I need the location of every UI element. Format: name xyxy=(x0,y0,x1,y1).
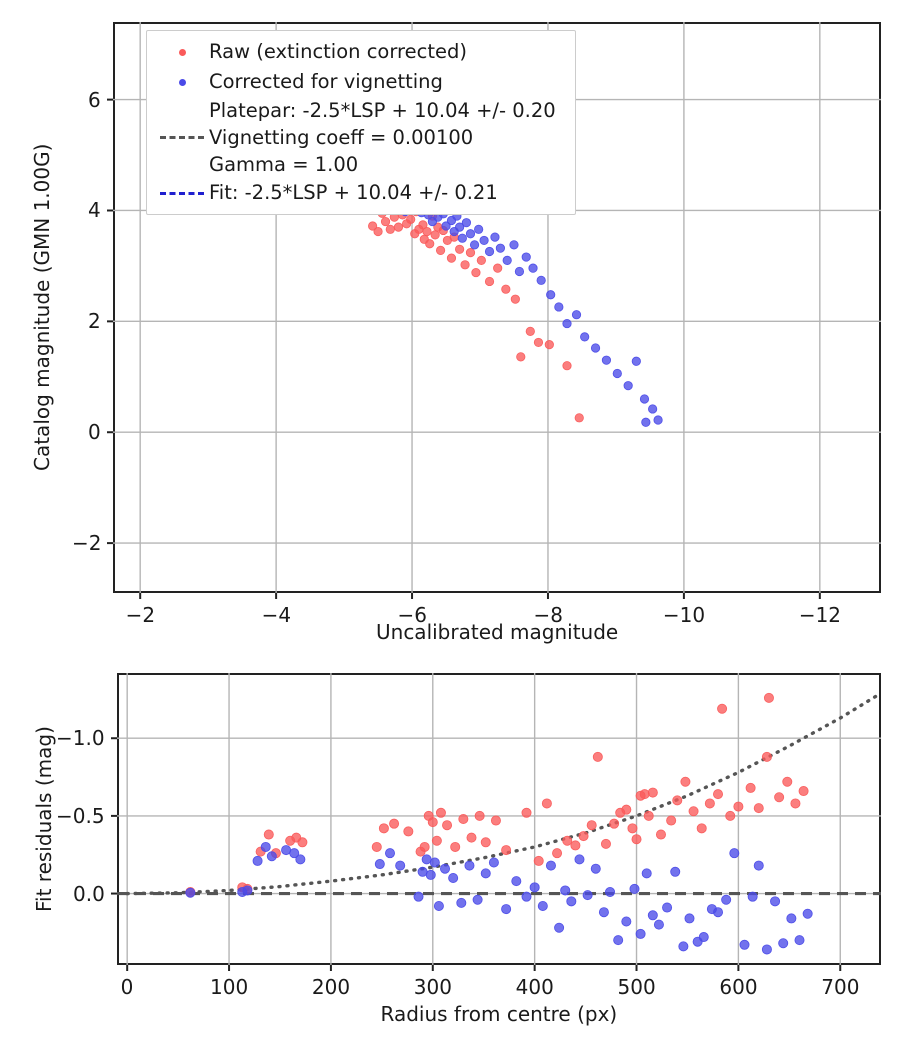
y-tick-label: 6 xyxy=(88,87,101,112)
y-tick-label: 0.0 xyxy=(73,881,105,906)
x-tick-label: 0 xyxy=(120,975,134,999)
x-tick-label: −6 xyxy=(397,603,428,627)
legend-entry-corrected: Corrected for vignetting xyxy=(155,67,565,97)
legend-dash-platepar-icon xyxy=(155,97,209,178)
x-tick-label: 400 xyxy=(515,975,554,999)
y-tick-label: 4 xyxy=(88,198,101,223)
y-tick-label: 2 xyxy=(88,309,101,334)
x-tick-label: 200 xyxy=(311,975,351,999)
x-tick-label: 600 xyxy=(719,975,758,999)
legend-entry-raw: Raw (extinction corrected) xyxy=(155,37,565,67)
y-tick-label: 0 xyxy=(88,420,101,445)
x-tick-label: −12 xyxy=(798,603,842,627)
vignetting-model-curve xyxy=(125,694,878,896)
x-tick-label: 100 xyxy=(210,975,249,999)
x-tick-label: −2 xyxy=(125,603,156,627)
x-tick-label: 700 xyxy=(821,975,860,999)
y-tick-label: −2 xyxy=(72,531,102,556)
legend-label-raw: Raw (extinction corrected) xyxy=(209,40,467,63)
legend-marker-raw-icon xyxy=(155,37,209,67)
x-tick-label: 300 xyxy=(413,975,452,999)
y-tick-label: −1.0 xyxy=(56,726,105,751)
legend-label-fit: Fit: -2.5*LSP + 10.04 +/- 0.21 xyxy=(209,181,498,204)
x-tick-label: 500 xyxy=(617,975,656,999)
y-axis-title-bottom: Fit residuals (mag) xyxy=(32,726,56,912)
legend-entry-platepar: Platepar: -2.5*LSP + 10.04 +/- 0.20 Vign… xyxy=(155,97,565,178)
x-axis-title-bottom: Radius from centre (px) xyxy=(380,1002,618,1026)
x-tick-label: −8 xyxy=(533,603,563,627)
legend-dash-fit-icon xyxy=(155,178,209,208)
y-tick-label: −0.5 xyxy=(56,803,105,828)
x-tick-label: −4 xyxy=(261,603,292,627)
legend-marker-corrected-icon xyxy=(155,67,209,97)
legend-entry-fit: Fit: -2.5*LSP + 10.04 +/- 0.21 xyxy=(155,178,565,208)
x-tick-label: −10 xyxy=(662,603,706,627)
legend-label-corrected: Corrected for vignetting xyxy=(209,70,443,93)
x-axis-title-top: Uncalibrated magnitude xyxy=(376,620,619,644)
fit-residuals-axes xyxy=(117,673,881,965)
legend-top: Raw (extinction corrected) Corrected for… xyxy=(146,30,576,215)
legend-label-platepar: Platepar: -2.5*LSP + 10.04 +/- 0.20 Vign… xyxy=(209,99,556,176)
